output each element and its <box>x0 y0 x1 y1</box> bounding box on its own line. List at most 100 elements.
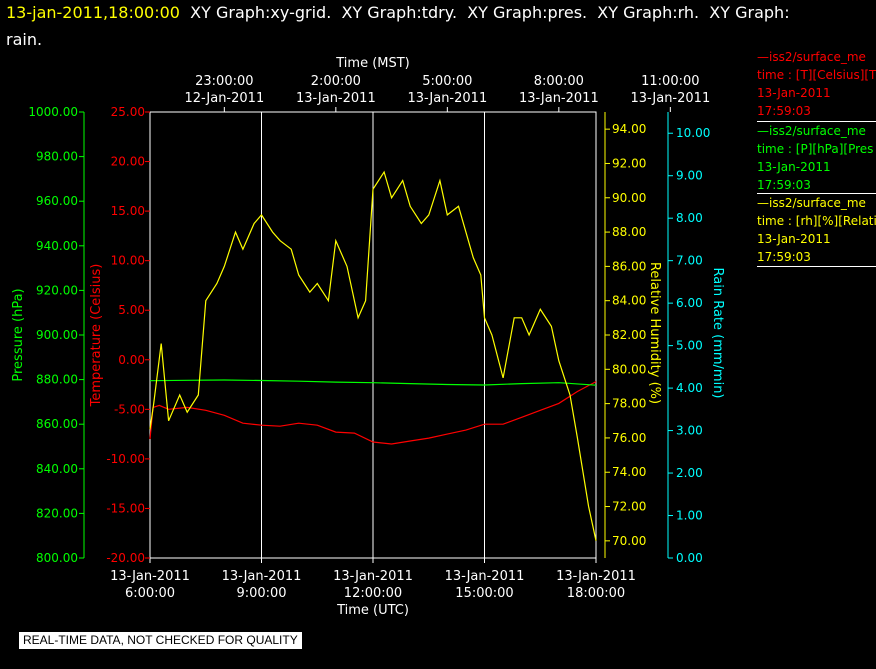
humidity-axis-title: Relative Humidity (%) <box>647 262 662 404</box>
legend-units: time : [P][hPa][Pres <box>757 142 874 156</box>
humidity-tick-label: 86.00 <box>612 259 646 273</box>
legend-line: —iss2/surface_me <box>757 50 866 64</box>
bottom-axis-time-label: 6:00:00 <box>125 586 175 601</box>
legend-entry-pressure: —iss2/surface_me time : [P][hPa][Pres 13… <box>757 122 876 194</box>
bottom-axis-date-label: 13-Jan-2011 <box>556 569 636 584</box>
pressure-axis-title: Pressure (hPa) <box>11 288 26 381</box>
humidity-tick-label: 94.00 <box>612 122 646 136</box>
bottom-axis-title: Time (UTC) <box>336 603 409 618</box>
rain-tick-label: 3.00 <box>676 424 703 438</box>
legend-divider <box>757 193 876 194</box>
temperature-tick-label: 15.00 <box>111 204 145 218</box>
pressure-tick-label: 960.00 <box>36 194 78 208</box>
humidity-tick-label: 82.00 <box>612 328 646 342</box>
humidity-tick-label: 74.00 <box>612 465 646 479</box>
legend-date: 13-Jan-2011 <box>757 86 831 100</box>
pressure-tick-label: 840.00 <box>36 462 78 476</box>
temperature-tick-label: 25.00 <box>111 105 145 119</box>
bottom-axis-time-label: 18:00:00 <box>567 586 625 601</box>
legend-date: 13-Jan-2011 <box>757 232 831 246</box>
title-graph-list: XY Graph:xy-grid. XY Graph:tdry. XY Grap… <box>179 3 790 22</box>
rain-tick-label: 1.00 <box>676 509 703 523</box>
bottom-axis-time-label: 9:00:00 <box>236 586 286 601</box>
temperature-tick-label: 10.00 <box>111 254 145 268</box>
legend-units: time : [T][Celsius][T <box>757 68 876 82</box>
bottom-axis-time-label: 12:00:00 <box>344 586 402 601</box>
humidity-tick-label: 90.00 <box>612 191 646 205</box>
legend-time: 17:59:03 <box>757 104 811 118</box>
title-graph-list-end: rain. <box>6 30 43 49</box>
temperature-tick-label: 20.00 <box>111 155 145 169</box>
humidity-series-line <box>149 170 597 541</box>
rain-tick-label: 9.00 <box>676 169 703 183</box>
bottom-axis-date-label: 13-Jan-2011 <box>333 569 413 584</box>
legend-entry-humidity: —iss2/surface_me time : [rh][%][Relati 1… <box>757 194 876 266</box>
pressure-tick-label: 980.00 <box>36 150 78 164</box>
axes: 13-Jan-2011 6:00:00 13-Jan-2011 9:00:00 13-J… <box>28 74 710 601</box>
rain-axis-title: Rain Rate (mm/min) <box>710 267 725 398</box>
temperature-tick-label: 5.00 <box>118 303 145 317</box>
quality-warning-banner: REAL-TIME DATA, NOT CHECKED FOR QUALITY <box>19 632 302 649</box>
pressure-tick-label: 880.00 <box>36 373 78 387</box>
humidity-tick-label: 76.00 <box>612 431 646 445</box>
top-axis-date-label: 13-Jan-2011 <box>407 91 487 106</box>
pressure-tick-label: 820.00 <box>36 506 78 520</box>
top-axis-time-label: 5:00:00 <box>422 74 472 89</box>
temperature-tick-label: 0.00 <box>118 353 145 367</box>
temperature-tick-label: -10.00 <box>106 452 145 466</box>
top-axis-date-label: 13-Jan-2011 <box>630 91 710 106</box>
legend-line: —iss2/surface_me <box>757 124 866 138</box>
rain-tick-label: 7.00 <box>676 254 703 268</box>
rain-tick-label: 2.00 <box>676 466 703 480</box>
top-axis-date-label: 13-Jan-2011 <box>296 91 376 106</box>
humidity-tick-label: 88.00 <box>612 225 646 239</box>
legend-units: time : [rh][%][Relati <box>757 214 876 228</box>
pressure-tick-label: 940.00 <box>36 239 78 253</box>
legend-time: 17:59:03 <box>757 250 811 264</box>
legend-divider <box>757 266 876 267</box>
pressure-tick-label: 1000.00 <box>28 105 78 119</box>
bottom-axis-time-label: 15:00:00 <box>455 586 513 601</box>
rain-tick-label: 5.00 <box>676 339 703 353</box>
rain-tick-label: 10.00 <box>676 126 710 140</box>
legend-line: —iss2/surface_me <box>757 196 866 210</box>
temperature-tick-label: -5.00 <box>114 402 145 416</box>
rain-tick-label: 8.00 <box>676 211 703 225</box>
pressure-tick-label: 920.00 <box>36 283 78 297</box>
pressure-tick-label: 900.00 <box>36 328 78 342</box>
page-title: 13-jan-2011,18:00:00 XY Graph:xy-grid. X… <box>6 3 790 22</box>
top-axis-time-label: 11:00:00 <box>641 74 699 89</box>
vertical-grid <box>261 112 485 558</box>
humidity-tick-label: 84.00 <box>612 294 646 308</box>
title-datetime: 13-jan-2011,18:00:00 <box>6 3 180 22</box>
temperature-axis-title: Temperature (Celsius) <box>89 264 104 408</box>
bottom-axis-date-label: 13-Jan-2011 <box>445 569 525 584</box>
pressure-tick-label: 800.00 <box>36 551 78 565</box>
legend-date: 13-Jan-2011 <box>757 160 831 174</box>
pressure-series-line <box>149 379 597 386</box>
temperature-tick-label: -20.00 <box>106 551 145 565</box>
top-axis-date-label: 12-Jan-2011 <box>184 91 264 106</box>
legend-time: 17:59:03 <box>757 178 811 192</box>
pressure-tick-label: 860.00 <box>36 417 78 431</box>
humidity-tick-label: 78.00 <box>612 397 646 411</box>
page-title-continued: rain. <box>6 30 42 49</box>
top-axis-title: Time (MST) <box>335 56 410 71</box>
legend-entry-temperature: —iss2/surface_me time : [T][Celsius][T 1… <box>757 48 876 120</box>
temperature-tick-label: -15.00 <box>106 501 145 515</box>
top-axis-time-label: 23:00:00 <box>195 74 253 89</box>
humidity-tick-label: 70.00 <box>612 534 646 548</box>
bottom-axis-date-label: 13-Jan-2011 <box>222 569 302 584</box>
humidity-tick-label: 80.00 <box>612 362 646 376</box>
humidity-tick-label: 72.00 <box>612 500 646 514</box>
temperature-series-line <box>149 381 597 445</box>
top-axis-time-label: 8:00:00 <box>534 74 584 89</box>
rain-tick-label: 4.00 <box>676 381 703 395</box>
top-axis-time-label: 2:00:00 <box>311 74 361 89</box>
series-lines <box>149 170 597 541</box>
bottom-axis-date-label: 13-Jan-2011 <box>110 569 190 584</box>
rain-tick-label: 0.00 <box>676 551 703 565</box>
top-axis-date-label: 13-Jan-2011 <box>519 91 599 106</box>
rain-tick-label: 6.00 <box>676 296 703 310</box>
